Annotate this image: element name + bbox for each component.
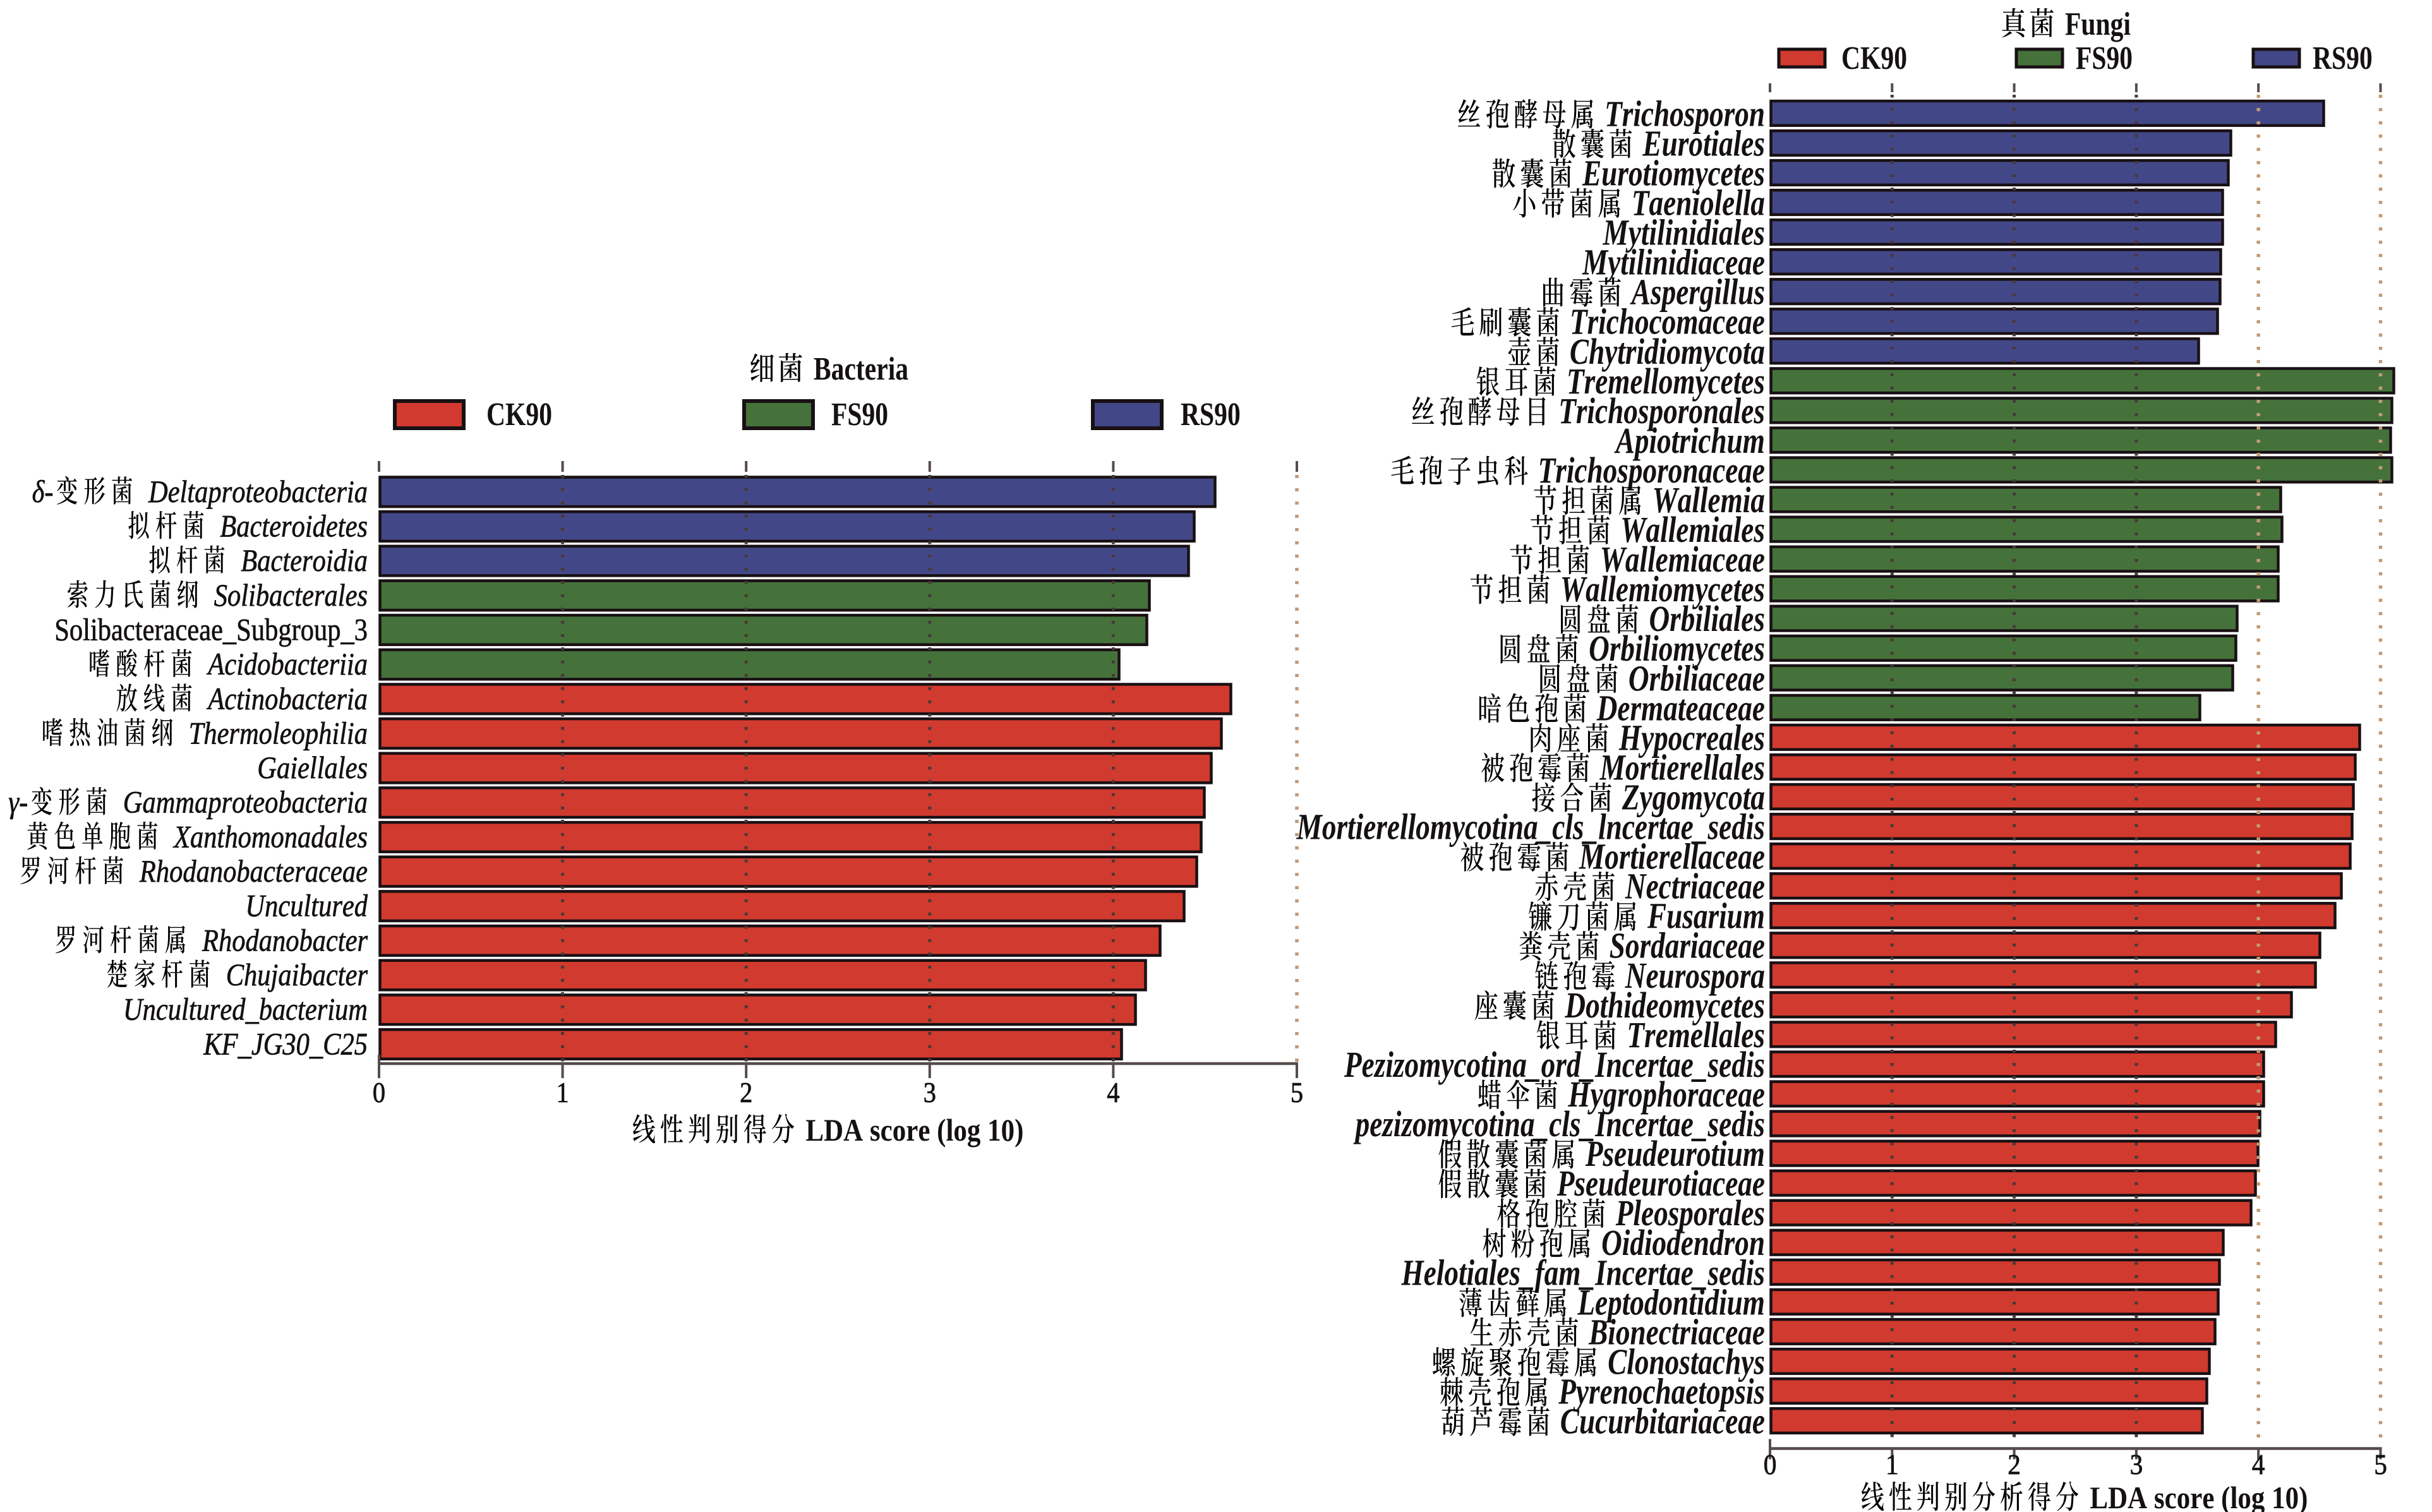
svg-text:Pezizomycotina_ord_Incertae_se: Pezizomycotina_ord_Incertae_sedis	[1344, 1044, 1765, 1085]
svg-text:Orbiliaceae: Orbiliaceae	[1628, 657, 1765, 699]
svg-text:1: 1	[1886, 1448, 1899, 1480]
svg-text:Orbiliales: Orbiliales	[1649, 598, 1766, 639]
svg-text:Helotiales_fam_Incertae_sedis: Helotiales_fam_Incertae_sedis	[1401, 1252, 1765, 1293]
svg-text:0: 0	[1764, 1448, 1777, 1480]
svg-text:Clonostachys: Clonostachys	[1608, 1341, 1765, 1382]
svg-text:Hypocreales: Hypocreales	[1618, 717, 1765, 758]
svg-text:Uncultured_bacterium: Uncultured_bacterium	[123, 992, 368, 1027]
svg-text:Chujaibacter: Chujaibacter	[226, 957, 368, 992]
svg-text:FS90: FS90	[2076, 40, 2133, 76]
svg-text:Acidobacteriia: Acidobacteriia	[207, 646, 368, 681]
svg-text:Pyrenochaetopsis: Pyrenochaetopsis	[1558, 1371, 1765, 1412]
svg-text:Oidiodendron: Oidiodendron	[1601, 1222, 1765, 1263]
svg-text:Mortierellomycotina_cls_lncert: Mortierellomycotina_cls_lncertae_sedis	[1296, 807, 1765, 848]
svg-text:γ-: γ-	[8, 784, 28, 820]
svg-text:Bacteroidetes: Bacteroidetes	[220, 508, 368, 544]
svg-text:Bionectriaceae: Bionectriaceae	[1588, 1311, 1765, 1352]
svg-text:CK90: CK90	[486, 397, 552, 433]
svg-text:Gammaproteobacteria: Gammaproteobacteria	[123, 784, 368, 820]
svg-text:Wallemiales: Wallemiales	[1620, 509, 1765, 550]
svg-text:Wallemia: Wallemia	[1652, 479, 1765, 520]
svg-text:Mortierellales: Mortierellales	[1599, 747, 1765, 788]
svg-text:Eurotiomycetes: Eurotiomycetes	[1582, 152, 1765, 193]
svg-text:Tremellomycetes: Tremellomycetes	[1567, 361, 1765, 402]
svg-text:Mytilinidiaceae: Mytilinidiaceae	[1582, 242, 1765, 283]
svg-text:pezizomycotina_cls_Incertae_se: pezizomycotina_cls_Incertae_sedis	[1353, 1103, 1765, 1144]
svg-text:Nectriaceae: Nectriaceae	[1625, 866, 1765, 907]
svg-text:5: 5	[2374, 1448, 2387, 1480]
svg-text:Thermoleophilia: Thermoleophilia	[189, 715, 368, 750]
svg-text:Bacteria: Bacteria	[814, 351, 908, 387]
svg-text:4: 4	[2252, 1448, 2265, 1480]
svg-text:Actinobacteria: Actinobacteria	[207, 681, 368, 716]
svg-text:Wallemiomycetes: Wallemiomycetes	[1560, 568, 1765, 609]
svg-text:Orbiliomycetes: Orbiliomycetes	[1589, 628, 1765, 669]
svg-text:Hygrophoraceae: Hygrophoraceae	[1568, 1074, 1765, 1115]
svg-text:Solibacterales: Solibacterales	[214, 577, 368, 613]
svg-text:Trichocomaceae: Trichocomaceae	[1570, 301, 1765, 342]
svg-text:Deltaproteobacteria: Deltaproteobacteria	[148, 474, 368, 509]
svg-text:Leptodontidium: Leptodontidium	[1577, 1281, 1765, 1323]
svg-text:Bacteroidia: Bacteroidia	[241, 543, 368, 578]
svg-text:Rhodanobacter: Rhodanobacter	[202, 922, 368, 957]
svg-text:Zygomycota: Zygomycota	[1622, 777, 1765, 818]
svg-text:CK90: CK90	[1841, 40, 1907, 76]
svg-text:LDA score (log 10): LDA score (log 10)	[805, 1112, 1023, 1148]
svg-text:Xanthomonadales: Xanthomonadales	[172, 819, 368, 854]
svg-text:Trichosporonaceae: Trichosporonaceae	[1538, 450, 1765, 491]
svg-text:RS90: RS90	[2313, 40, 2373, 76]
svg-text:Solibacteraceae_Subgroup_3: Solibacteraceae_Subgroup_3	[54, 611, 368, 647]
svg-text:Cucurbitariaceae: Cucurbitariaceae	[1560, 1401, 1765, 1442]
svg-text:5: 5	[1291, 1077, 1303, 1108]
svg-text:RS90: RS90	[1181, 397, 1241, 433]
svg-text:Pseudeurotium: Pseudeurotium	[1585, 1133, 1765, 1174]
svg-text:Fungi: Fungi	[2065, 6, 2131, 42]
svg-text:Mytilinidiales: Mytilinidiales	[1603, 212, 1765, 253]
svg-text:Neurospora: Neurospora	[1625, 955, 1765, 996]
svg-text:2: 2	[740, 1077, 752, 1108]
svg-text:3: 3	[924, 1077, 936, 1108]
svg-text:Chytridiomycota: Chytridiomycota	[1570, 331, 1765, 372]
svg-text:Gaiellales: Gaiellales	[257, 750, 368, 785]
svg-text:2: 2	[2008, 1448, 2021, 1480]
svg-text:Uncultured: Uncultured	[245, 888, 368, 923]
svg-text:LDA score (log 10): LDA score (log 10)	[2090, 1480, 2308, 1512]
svg-text:Trichosporonales: Trichosporonales	[1558, 390, 1765, 431]
svg-text:KF_JG30_C25: KF_JG30_C25	[203, 1026, 368, 1061]
svg-text:0: 0	[373, 1077, 385, 1108]
svg-text:Apiotrichum: Apiotrichum	[1614, 420, 1765, 461]
svg-text:Pseudeurotiaceae: Pseudeurotiaceae	[1556, 1163, 1765, 1204]
svg-text:δ-: δ-	[32, 474, 54, 509]
svg-text:Pleosporales: Pleosporales	[1615, 1192, 1765, 1233]
svg-text:Wallemiaceae: Wallemiaceae	[1600, 539, 1765, 580]
svg-text:Sordariaceae: Sordariaceae	[1610, 925, 1765, 966]
svg-text:4: 4	[1107, 1077, 1119, 1108]
svg-text:Fusarium: Fusarium	[1647, 896, 1765, 937]
svg-text:3: 3	[2130, 1448, 2143, 1480]
svg-text:FS90: FS90	[831, 397, 888, 433]
svg-text:Tremellales: Tremellales	[1627, 1014, 1765, 1055]
svg-text:Dermateaceae: Dermateaceae	[1596, 687, 1765, 728]
svg-text:Aspergillus: Aspergillus	[1630, 272, 1765, 313]
svg-text:1: 1	[557, 1077, 569, 1108]
svg-text:Trichosporon: Trichosporon	[1604, 93, 1765, 134]
svg-text:Dothideomycetes: Dothideomycetes	[1565, 985, 1765, 1026]
svg-text:Rhodanobacteraceae: Rhodanobacteraceae	[139, 853, 368, 889]
svg-text:Taeniolella: Taeniolella	[1632, 183, 1765, 224]
svg-text:Eurotiales: Eurotiales	[1642, 123, 1765, 164]
svg-text:Mortierellaceae: Mortierellaceae	[1579, 836, 1765, 877]
